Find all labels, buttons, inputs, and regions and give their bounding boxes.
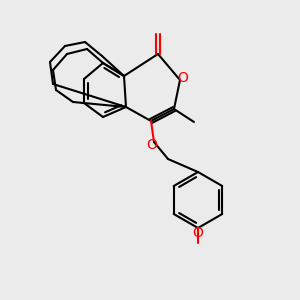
Text: O: O — [147, 138, 158, 152]
Text: O: O — [193, 226, 203, 240]
Text: O: O — [178, 71, 188, 85]
